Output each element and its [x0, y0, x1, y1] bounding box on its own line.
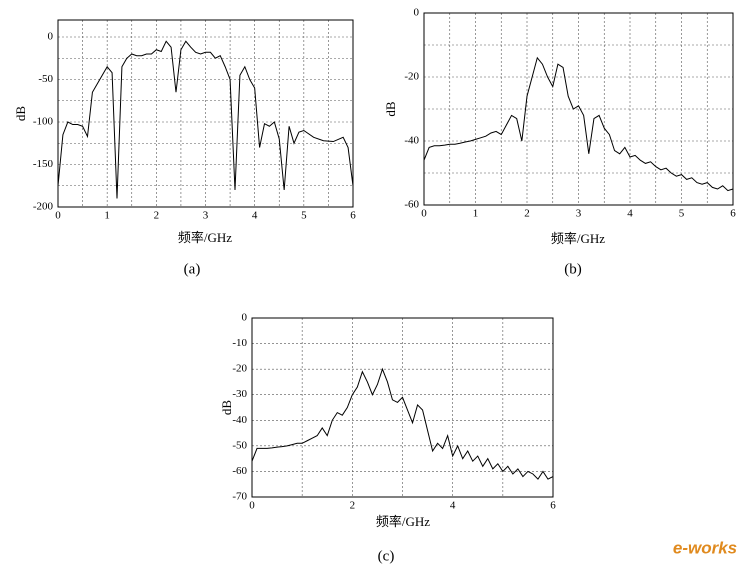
- y-tick-label: -20: [404, 71, 419, 83]
- x-tick-label: 6: [550, 500, 556, 512]
- x-axis-label: 频率/GHz: [551, 231, 605, 246]
- y-tick-label: 0: [242, 312, 248, 324]
- x-tick-label: 6: [350, 210, 356, 222]
- x-tick-label: 2: [524, 208, 530, 220]
- x-tick-label: 0: [55, 210, 61, 222]
- y-tick-label: -60: [404, 199, 419, 211]
- plot-frame: [251, 317, 554, 498]
- plot-frame: [57, 19, 354, 208]
- data-line: [423, 56, 734, 192]
- x-axis-label: 频率/GHz: [376, 514, 430, 529]
- watermark: e-works: [673, 538, 737, 557]
- x-tick-label: 1: [473, 208, 479, 220]
- data-line: [251, 367, 554, 480]
- x-tick-label: 3: [203, 210, 209, 222]
- y-tick-label: -60: [232, 465, 247, 477]
- y-tick-label: -100: [33, 116, 54, 128]
- data-line: [57, 40, 354, 199]
- y-tick-label: 0: [414, 7, 420, 19]
- x-axis-label: 频率/GHz: [178, 230, 232, 245]
- y-tick-label: -40: [232, 414, 247, 426]
- y-tick-label: -150: [33, 158, 54, 170]
- x-tick-label: 5: [301, 210, 307, 222]
- x-tick-label: 0: [249, 500, 255, 512]
- x-tick-label: 0: [421, 208, 427, 220]
- x-tick-label: 2: [154, 210, 160, 222]
- x-tick-label: 3: [576, 208, 582, 220]
- y-tick-label: 0: [48, 31, 54, 43]
- plot-frame: [423, 12, 734, 206]
- y-tick-label: -200: [33, 201, 54, 213]
- x-tick-label: 4: [627, 208, 633, 220]
- y-tick-label: -10: [232, 337, 247, 349]
- x-tick-label: 5: [679, 208, 685, 220]
- y-axis-label: dB: [13, 106, 28, 122]
- caption: (b): [564, 261, 582, 277]
- y-axis-label: dB: [219, 400, 234, 416]
- caption: (a): [184, 261, 201, 277]
- x-tick-label: 2: [350, 500, 356, 512]
- y-tick-label: -70: [232, 491, 247, 503]
- x-tick-label: 4: [450, 500, 456, 512]
- x-tick-label: 6: [730, 208, 736, 220]
- y-tick-label: -50: [232, 439, 247, 451]
- y-axis-label: dB: [383, 101, 398, 117]
- y-tick-label: -40: [404, 135, 419, 147]
- x-tick-label: 1: [104, 210, 110, 222]
- y-tick-label: -20: [232, 363, 247, 375]
- caption: (c): [378, 548, 395, 564]
- x-tick-label: 4: [252, 210, 258, 222]
- y-tick-label: -50: [38, 73, 53, 85]
- y-tick-label: -30: [232, 388, 247, 400]
